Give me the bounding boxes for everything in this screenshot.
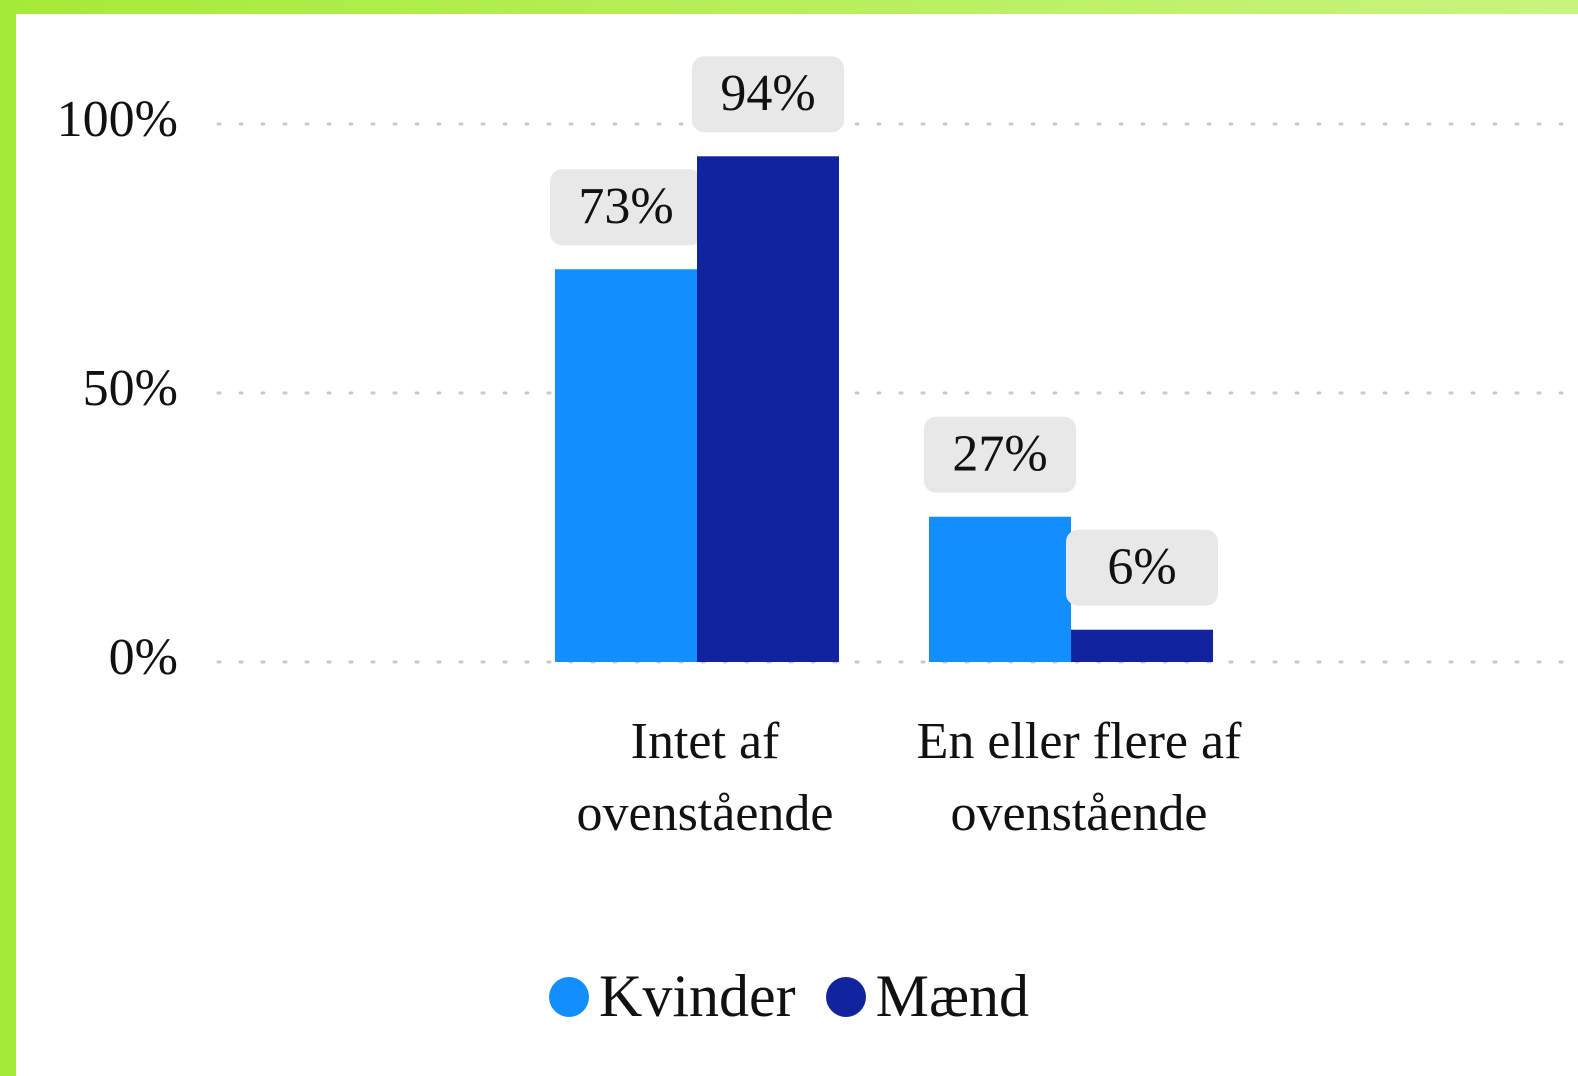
bar: [697, 156, 839, 662]
value-label: 27%: [952, 426, 1047, 483]
bar: [555, 269, 697, 662]
x-tick-label: Intet af ovenstående: [576, 713, 834, 842]
legend-swatch: [825, 976, 866, 1017]
value-label-box: [550, 169, 702, 246]
legend: Kvinder Mænd: [0, 962, 1578, 1031]
legend-item: Mænd: [825, 962, 1029, 1031]
value-label: 73%: [578, 178, 673, 235]
value-label-box: [1066, 529, 1218, 606]
legend-label: Kvinder: [599, 963, 796, 1029]
legend-item: Kvinder: [549, 962, 796, 1031]
y-tick-label: 0%: [109, 629, 178, 686]
legend-swatch: [549, 976, 589, 1017]
value-label: 94%: [720, 65, 815, 122]
y-tick-label: 50%: [83, 360, 178, 417]
legend-label: Mænd: [875, 963, 1029, 1029]
value-label: 6%: [1107, 539, 1176, 596]
y-tick-label: 100%: [57, 91, 178, 148]
value-label-box: [924, 416, 1076, 493]
x-tick-label: En eller flere af ovenstående: [916, 713, 1242, 842]
bar: [1071, 629, 1213, 662]
bar: [929, 516, 1071, 662]
value-label-box: [692, 56, 844, 133]
